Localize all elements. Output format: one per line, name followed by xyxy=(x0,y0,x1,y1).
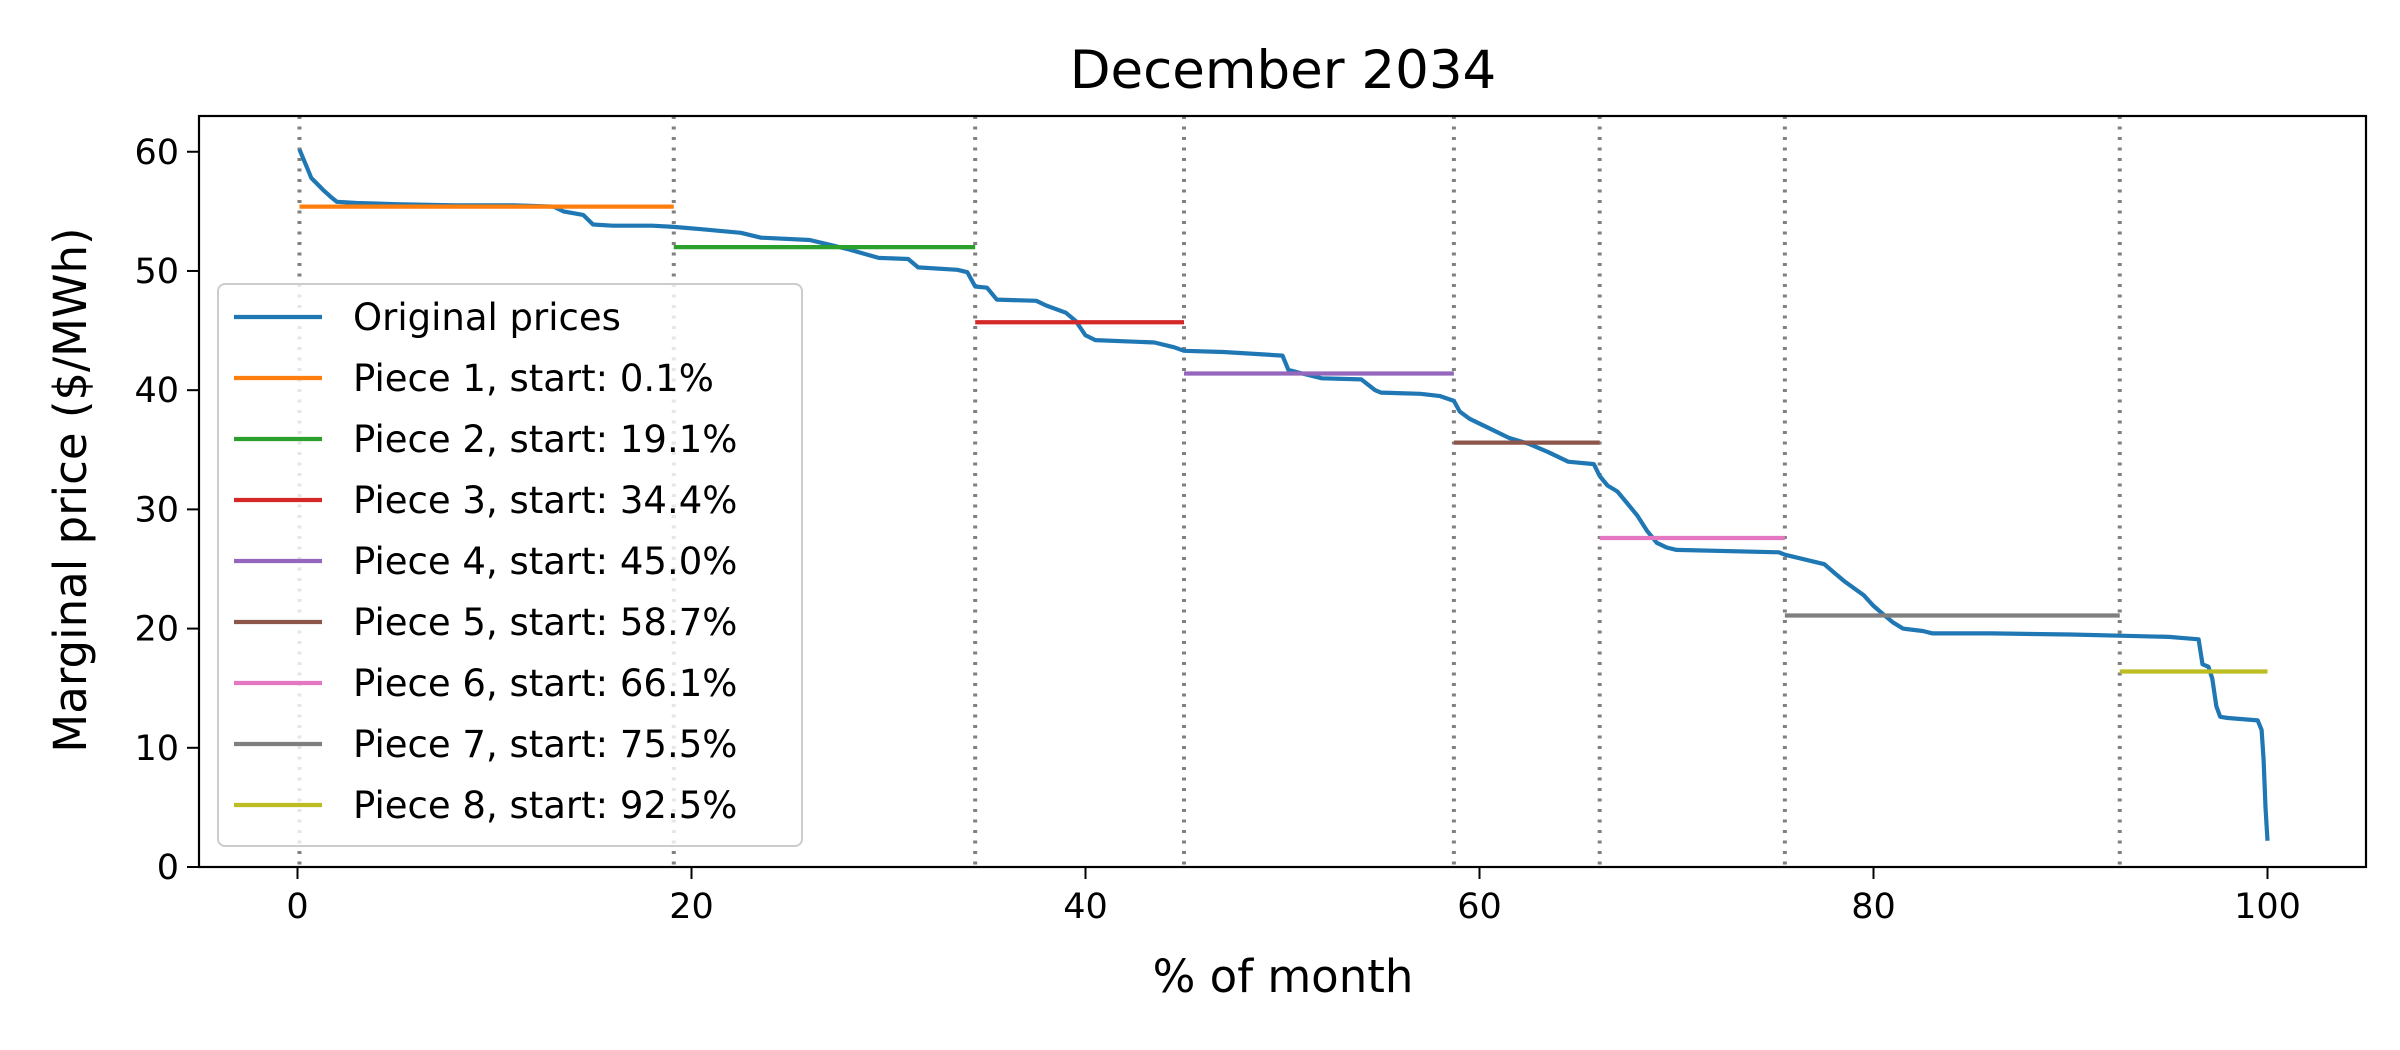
series-layer xyxy=(297,148,2270,841)
legend-label-7: Piece 7, start: 75.5% xyxy=(353,723,737,766)
legend-label-1: Piece 1, start: 0.1% xyxy=(353,357,714,400)
y-tick-label: 40 xyxy=(134,371,179,411)
x-tick-label: 40 xyxy=(1063,887,1108,927)
x-tick-label: 20 xyxy=(669,887,714,927)
y-tick-label: 60 xyxy=(134,133,179,173)
chart-title: December 2034 xyxy=(1070,40,1497,101)
y-tick-label: 0 xyxy=(157,848,179,888)
legend-label-2: Piece 2, start: 19.1% xyxy=(353,418,737,461)
legend-label-3: Piece 3, start: 34.4% xyxy=(353,479,737,522)
legend-box xyxy=(217,283,803,847)
y-tick-label: 50 xyxy=(134,252,179,292)
x-tick-label: 60 xyxy=(1457,887,1502,927)
legend: Original prices Piece 1, start: 0.1% Piece… xyxy=(217,283,803,847)
legend-label-4: Piece 4, start: 45.0% xyxy=(353,540,737,583)
legend-label-0: Original prices xyxy=(353,296,621,339)
series-original-prices-line xyxy=(297,148,2270,841)
legend-label-6: Piece 6, start: 66.1% xyxy=(353,662,737,705)
x-tick-label: 100 xyxy=(2234,887,2301,927)
x-tick-label: 0 xyxy=(286,887,308,927)
legend-label-8: Piece 8, start: 92.5% xyxy=(353,784,737,827)
ticks-layer: 0 20 40 60 80 100 0 10 20 30 40 50 60 xyxy=(134,133,2300,927)
y-tick-label: 20 xyxy=(134,610,179,650)
x-axis-label: % of month xyxy=(1153,950,1414,1003)
x-tick-label: 80 xyxy=(1851,887,1896,927)
y-axis-label: Marginal price ($/MWh) xyxy=(44,227,97,752)
legend-label-5: Piece 5, start: 58.7% xyxy=(353,601,737,644)
plot-frame xyxy=(197,114,2368,869)
y-tick-label: 30 xyxy=(134,490,179,530)
y-tick-label: 10 xyxy=(134,729,179,769)
